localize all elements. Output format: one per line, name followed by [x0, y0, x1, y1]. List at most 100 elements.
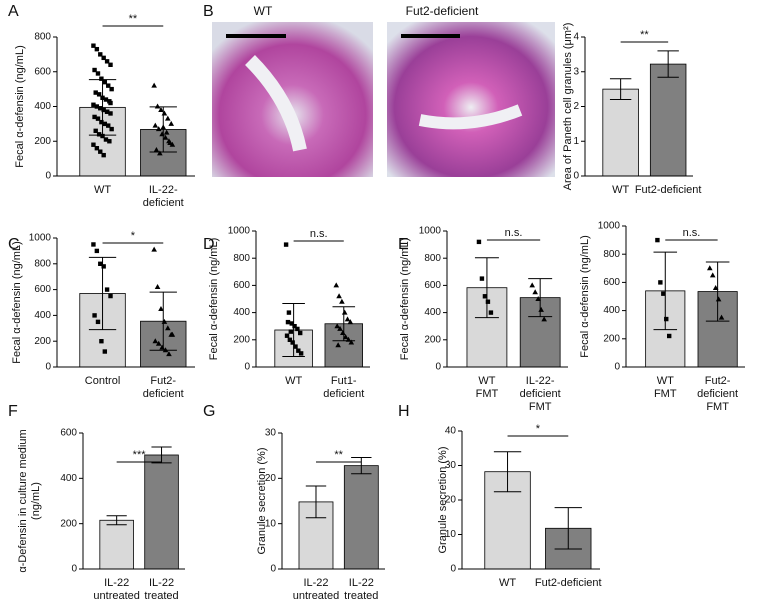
data-point — [108, 62, 113, 67]
y-tick-label: 400 — [603, 305, 620, 316]
y-tick-label: 400 — [34, 101, 51, 112]
y-tick-label: 10 — [445, 529, 457, 540]
significance-label: n.s. — [683, 227, 701, 239]
data-point — [94, 146, 100, 151]
y-tick-label: 600 — [34, 284, 51, 295]
y-tick-label: 800 — [603, 249, 620, 260]
data-point — [157, 150, 163, 156]
y-tick-label: 200 — [34, 336, 51, 347]
error-bar — [305, 485, 327, 519]
data-point — [169, 331, 176, 337]
y-tick-label: 0 — [614, 362, 620, 373]
data-point — [108, 111, 113, 116]
data-point — [482, 294, 488, 299]
data-point — [93, 90, 98, 95]
y-tick-label: 200 — [34, 136, 51, 147]
significance-label: ** — [129, 13, 138, 25]
error-bar — [351, 456, 372, 475]
data-point — [92, 313, 97, 318]
data-point — [165, 325, 171, 331]
data-point — [284, 333, 290, 338]
significance-label: * — [536, 423, 541, 435]
data-point — [94, 104, 100, 109]
panel-letter: A — [8, 3, 19, 20]
y-tick-label: 800 — [233, 253, 250, 264]
error-bar — [151, 446, 172, 464]
error-bar — [282, 302, 305, 358]
data-point — [334, 323, 340, 329]
data-point — [98, 261, 103, 266]
x-tick-label: Fut2-deficient — [635, 184, 702, 196]
data-point — [541, 316, 547, 322]
error-bar — [554, 507, 582, 550]
panel-letter: H — [398, 403, 410, 420]
data-point — [103, 137, 109, 142]
y-tick-label: 1000 — [228, 226, 251, 237]
y-tick-label: 0 — [45, 362, 51, 373]
data-point — [104, 287, 110, 292]
data-point — [283, 242, 289, 247]
data-point — [101, 152, 106, 158]
bar — [79, 293, 126, 368]
data-point — [101, 55, 106, 61]
data-point — [661, 291, 666, 296]
data-point — [94, 248, 100, 254]
data-point — [162, 134, 169, 140]
y-tick-label: 400 — [424, 307, 441, 318]
data-point — [348, 339, 355, 345]
data-point — [92, 114, 97, 120]
x-tick-label: Fut2-deficient — [535, 577, 602, 589]
data-point — [108, 293, 113, 299]
data-point — [101, 264, 106, 269]
data-point — [151, 246, 157, 252]
data-point — [476, 239, 482, 245]
data-point — [532, 289, 538, 295]
error-bar — [88, 256, 117, 331]
data-point — [152, 338, 159, 344]
data-point — [165, 115, 171, 121]
data-point — [102, 349, 108, 354]
lumen — [418, 104, 523, 130]
data-point — [151, 82, 157, 88]
data-point — [163, 129, 170, 135]
data-point — [158, 106, 164, 112]
data-point — [337, 325, 343, 331]
data-point — [107, 139, 112, 144]
data-point — [529, 282, 535, 288]
y-tick-label: 400 — [34, 310, 51, 321]
bar — [144, 454, 179, 570]
y-tick-label: 400 — [233, 307, 250, 318]
bar — [602, 88, 639, 177]
data-point — [293, 344, 298, 349]
y-tick-label: 0 — [270, 564, 276, 575]
data-point — [98, 106, 103, 111]
panel-letter: C — [8, 236, 20, 253]
data-point — [289, 321, 294, 326]
data-point — [709, 272, 716, 278]
significance-label: n.s. — [505, 227, 523, 239]
data-point — [108, 100, 113, 106]
x-tick-label: WT FMT — [654, 375, 677, 400]
data-point — [155, 126, 162, 132]
data-point — [341, 309, 348, 315]
micrograph-wt — [212, 22, 373, 177]
data-point — [158, 305, 164, 311]
y-tick-label: 800 — [34, 32, 51, 43]
y-tick-label: 40 — [445, 426, 457, 437]
y-tick-label: 3 — [573, 66, 579, 77]
data-point — [658, 280, 663, 285]
error-bar — [474, 257, 499, 319]
y-tick-label: 0 — [435, 362, 441, 373]
panel-letter: B — [203, 3, 214, 20]
data-point — [664, 316, 669, 322]
error-bar — [149, 106, 177, 153]
data-point — [347, 319, 354, 325]
data-point — [298, 330, 303, 336]
error-bar — [653, 251, 678, 331]
lumen — [245, 55, 307, 152]
x-tick-label: IL-22 treated — [344, 577, 378, 599]
x-tick-label: IL-22 untreated — [293, 577, 339, 599]
data-point — [286, 310, 292, 315]
data-point — [101, 107, 106, 113]
y-tick-label: 600 — [34, 66, 51, 77]
